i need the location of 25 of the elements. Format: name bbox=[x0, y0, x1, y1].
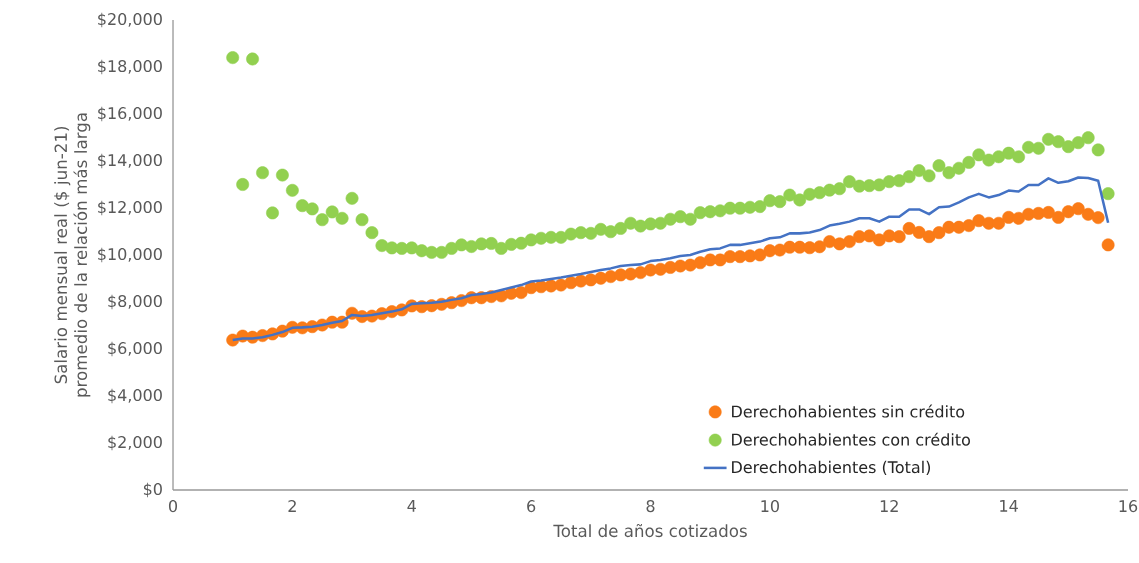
y-axis-title: Salario mensual real ($ jun-21) promedio de la relación más larga bbox=[54, 113, 91, 397]
y-tick-label: $18,000 bbox=[98, 59, 162, 75]
x-tick-label: 8 bbox=[646, 500, 655, 513]
y-tick-label: $10,000 bbox=[98, 247, 162, 263]
y-tick-label: $2,000 bbox=[108, 435, 162, 451]
legend-label: Derechohabientes (Total) bbox=[732, 460, 931, 476]
x-axis-title: Total de años cotizados bbox=[553, 523, 747, 538]
legend-label: Derechohabientes con crédito bbox=[732, 432, 970, 446]
y-tick-label: $16,000 bbox=[98, 106, 162, 122]
x-tick-label: 12 bbox=[880, 500, 898, 512]
y-tick-label: $0 bbox=[143, 482, 162, 498]
legend-label: Derechohabientes sin crédito bbox=[732, 404, 965, 418]
x-tick-label: 0 bbox=[168, 500, 178, 513]
x-tick-label: 6 bbox=[527, 500, 536, 513]
x-tick-label: 2 bbox=[288, 500, 296, 512]
x-tick-label: 10 bbox=[761, 500, 779, 513]
x-tick-label: 4 bbox=[407, 500, 416, 512]
y-tick-label: $12,000 bbox=[98, 200, 162, 216]
y-tick-label: $14,000 bbox=[98, 153, 162, 169]
y-tick-label: $6,000 bbox=[108, 341, 162, 357]
x-tick-label: 16 bbox=[1119, 500, 1138, 513]
y-tick-label: $8,000 bbox=[108, 294, 162, 310]
x-tick-label: 14 bbox=[1000, 500, 1018, 512]
y-tick-label: $4,000 bbox=[108, 388, 162, 404]
y-tick-label: $20,000 bbox=[98, 12, 162, 28]
